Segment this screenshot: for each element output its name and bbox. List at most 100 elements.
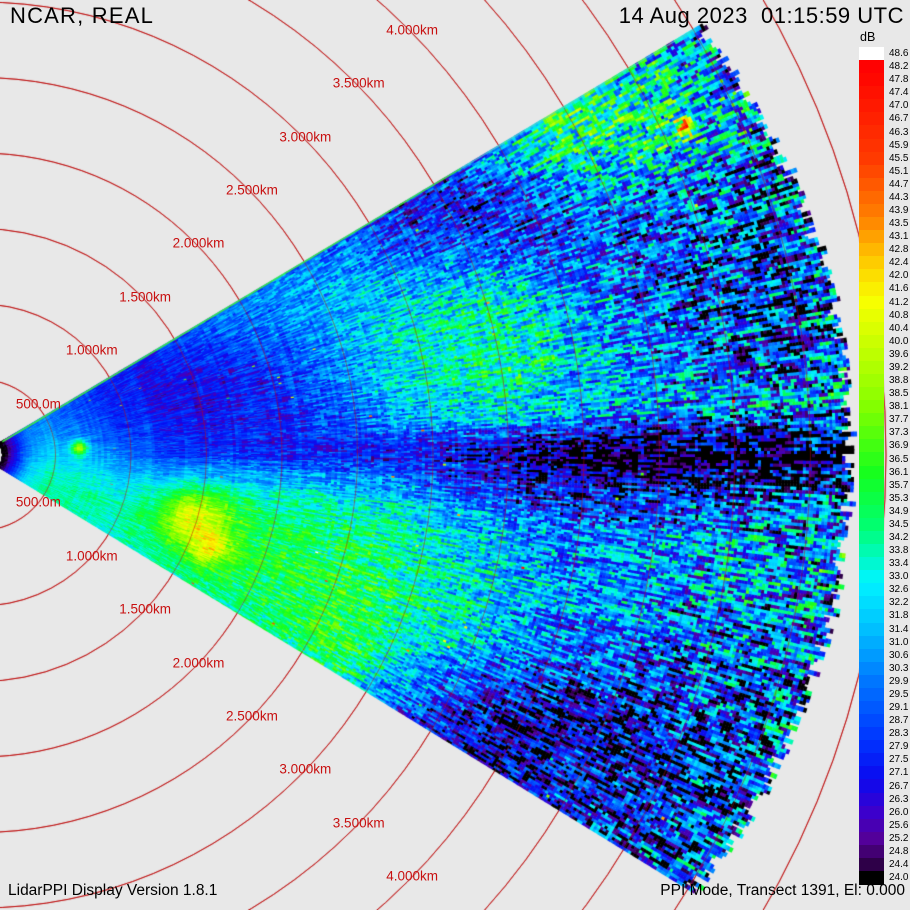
colorbar-tick-label: 36.5	[889, 453, 909, 465]
colorbar-tick-label: 31.4	[889, 623, 909, 635]
colorbar-tick-label: 29.5	[889, 688, 909, 700]
colorbar-tick-label: 31.0	[889, 636, 909, 648]
colorbar-segment	[859, 190, 884, 205]
colorbar-tick-label: 38.5	[889, 388, 909, 400]
colorbar-tick-label: 39.2	[889, 361, 909, 373]
colorbar-tick-label: 45.5	[889, 152, 909, 164]
colorbar-segment	[859, 701, 884, 715]
colorbar-tick-label: 27.5	[889, 754, 909, 766]
app-version-text: LidarPPI Display Version 1.8.1	[8, 882, 218, 899]
colorbar-segment	[859, 687, 884, 702]
colorbar-segment	[859, 740, 884, 754]
range-ring-label-lower: 1.000km	[65, 548, 118, 564]
colorbar-tick-label: 34.2	[889, 531, 909, 543]
colorbar-segment	[859, 203, 884, 218]
colorbar-tick-label: 40.0	[889, 335, 909, 347]
range-ring-label-lower: 4.000km	[386, 868, 438, 884]
colorbar-segment	[859, 635, 884, 650]
station-title: NCAR, REAL	[10, 3, 155, 28]
colorbar-tick-label: 38.1	[889, 401, 909, 413]
colorbar-segment	[859, 374, 884, 388]
range-ring-label-upper: 500.0m	[15, 396, 61, 412]
colorbar-segment	[859, 714, 884, 728]
range-ring-label-upper: 2.500km	[226, 182, 278, 198]
colorbar-tick-label: 34.5	[889, 518, 909, 530]
colorbar-segment	[859, 857, 884, 872]
colorbar-tick-label: 43.1	[889, 231, 909, 243]
colorbar-tick-label: 40.4	[889, 322, 909, 334]
colorbar-segment	[859, 230, 884, 244]
colorbar-segment	[859, 177, 884, 192]
colorbar-tick-label: 30.3	[889, 662, 909, 674]
colorbar-segment	[859, 779, 884, 794]
colorbar-segment	[859, 766, 884, 781]
colorbar-tick-label: 42.8	[889, 244, 909, 256]
colorbar-tick-label: 43.5	[889, 218, 909, 230]
colorbar-tick-label: 31.8	[889, 610, 909, 622]
colorbar-segment	[859, 544, 884, 558]
range-ring-label-upper: 3.000km	[279, 129, 332, 145]
colorbar-tick-label: 46.3	[889, 126, 909, 138]
colorbar-segment	[859, 491, 884, 506]
range-ring-label-upper: 4.000km	[386, 22, 438, 38]
colorbar-tick-label: 38.8	[889, 375, 909, 387]
range-ring-label-lower: 1.500km	[119, 601, 172, 617]
colorbar-tick-label: 28.3	[889, 728, 909, 740]
colorbar-segment	[859, 125, 884, 140]
colorbar-tick-label: 41.2	[889, 296, 909, 308]
range-ring-label-upper: 2.000km	[172, 235, 225, 251]
colorbar-segment	[859, 413, 884, 427]
range-ring-label-lower: 2.000km	[172, 655, 225, 671]
colorbar-tick-label: 48.2	[889, 61, 909, 73]
colorbar-tick-label: 47.4	[889, 87, 909, 99]
range-ring-label-upper: 1.000km	[65, 342, 118, 358]
colorbar-segment	[859, 661, 884, 676]
colorbar-tick-label: 48.6	[889, 48, 909, 60]
colorbar-tick-label: 35.3	[889, 492, 909, 504]
colorbar-segment	[859, 530, 884, 545]
colorbar-segment	[859, 295, 884, 310]
colorbar-segment	[859, 73, 884, 87]
colorbar-segment	[859, 282, 884, 297]
colorbar-tick-label: 34.9	[889, 505, 909, 517]
colorbar-segment	[859, 648, 884, 663]
colorbar-segment	[859, 792, 884, 807]
colorbar-segment	[859, 217, 884, 231]
colorbar-segment	[859, 60, 884, 74]
colorbar-segment	[859, 805, 884, 820]
colorbar-tick-label: 37.7	[889, 414, 909, 426]
colorbar-segment	[859, 347, 884, 362]
colorbar-tick-label: 36.1	[889, 466, 909, 478]
colorbar-segment	[859, 452, 884, 467]
colorbar-tick-label: 28.7	[889, 715, 909, 727]
colorbar-segment	[859, 674, 884, 689]
colorbar-tick-label: 40.8	[889, 309, 909, 321]
colorbar-tick-label: 33.8	[889, 545, 909, 557]
colorbar-segment	[859, 400, 884, 414]
colorbar-tick-label: 25.2	[889, 832, 909, 844]
colorbar-segment	[859, 465, 884, 480]
range-ring-label-lower: 3.000km	[279, 761, 332, 777]
colorbar-segment	[859, 831, 884, 846]
colorbar-segment	[859, 321, 884, 336]
colorbar-segment	[859, 844, 884, 859]
colorbar-tick-label: 44.3	[889, 191, 909, 203]
colorbar-segment	[859, 517, 884, 532]
colorbar-segment	[859, 478, 884, 493]
colorbar-tick-label: 26.0	[889, 806, 909, 818]
colorbar-segment	[859, 243, 884, 257]
colorbar-segment	[859, 753, 884, 767]
colorbar-tick-label: 35.7	[889, 479, 909, 491]
colorbar-segment	[859, 360, 884, 375]
colorbar-segment	[859, 557, 884, 571]
colorbar-segment	[859, 47, 884, 61]
colorbar-segment	[859, 596, 884, 611]
colorbar-tick-label: 47.0	[889, 100, 909, 112]
colorbar-segment	[859, 727, 884, 741]
colorbar-segment	[859, 570, 884, 584]
colorbar-segment	[859, 426, 884, 440]
colorbar-tick-label: 42.0	[889, 270, 909, 282]
colorbar-segment	[859, 622, 884, 637]
